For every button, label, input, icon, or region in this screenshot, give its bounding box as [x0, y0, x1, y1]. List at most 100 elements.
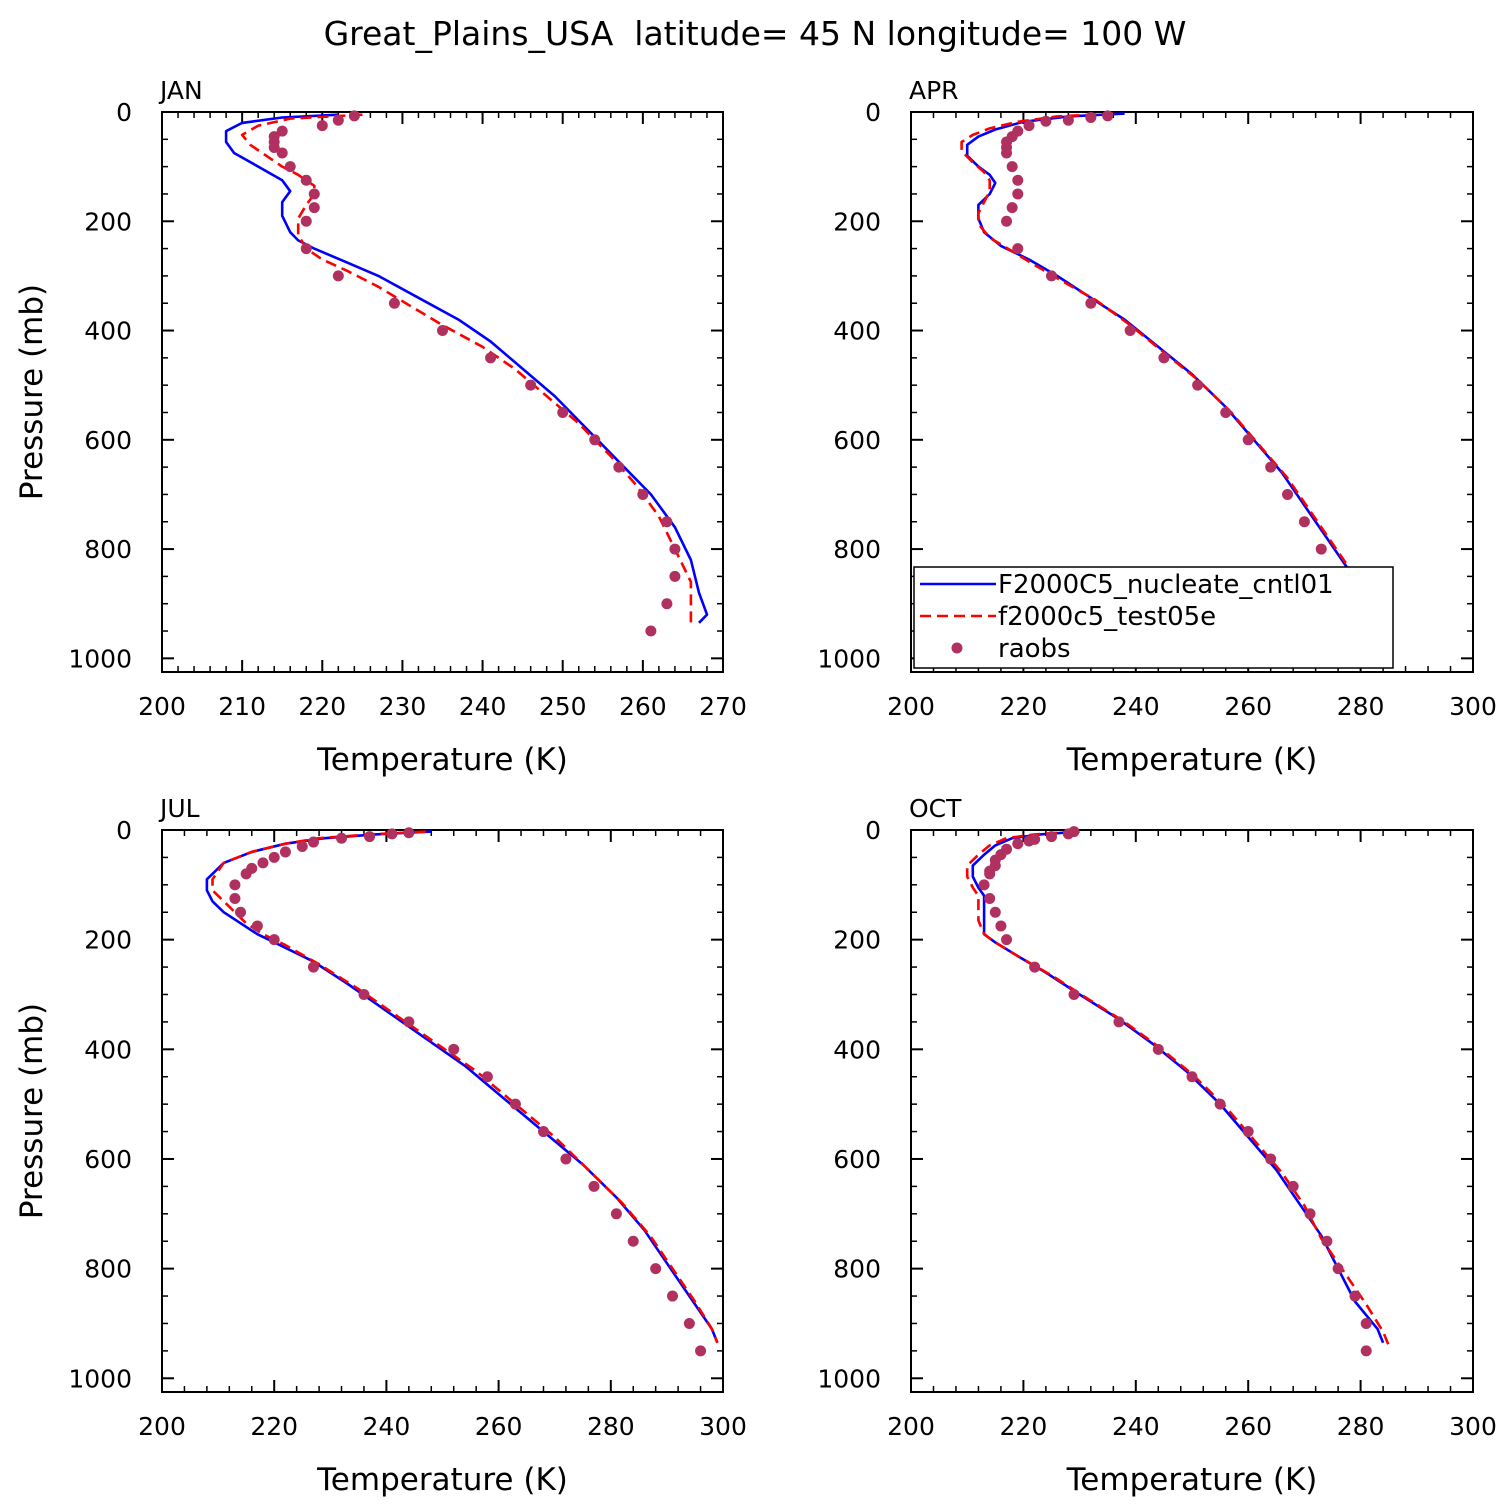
raobs-point	[276, 125, 288, 137]
raobs-point	[268, 934, 280, 946]
raobs-point	[229, 879, 241, 891]
y-tick-label: 200	[84, 207, 132, 236]
y-tick-label: 0	[865, 816, 881, 845]
series-f2000c5-test05e	[960, 112, 1385, 624]
raobs-point	[1360, 1317, 1372, 1329]
x-tick-label: 230	[379, 692, 427, 721]
x-tick-label: 250	[539, 692, 587, 721]
legend-marker-dot	[951, 642, 963, 654]
raobs-point	[669, 570, 681, 582]
raobs-point	[316, 120, 328, 132]
raobs-point	[661, 516, 673, 528]
raobs-point	[332, 114, 344, 126]
y-tick-label: 600	[833, 1145, 881, 1174]
series-f2000c5-test05e	[211, 830, 719, 1344]
y-axis-label: Pressure (mb)	[14, 1003, 50, 1219]
x-tick-label: 200	[887, 1412, 935, 1441]
raobs-point	[1040, 115, 1052, 127]
panel-label: JUL	[158, 794, 200, 823]
x-tick-label: 260	[1224, 1412, 1272, 1441]
series-raobs	[978, 826, 1372, 1357]
y-tick-label: 200	[84, 926, 132, 955]
x-axis-label: Temperature (K)	[1066, 1462, 1318, 1498]
raobs-point	[1062, 114, 1074, 126]
panel-label: OCT	[909, 794, 962, 823]
raobs-point	[1360, 1345, 1372, 1357]
raobs-point	[1265, 1153, 1277, 1165]
raobs-point	[557, 406, 569, 418]
x-tick-label: 200	[887, 692, 935, 721]
raobs-point	[336, 832, 348, 844]
raobs-point	[525, 379, 537, 391]
raobs-point	[588, 1180, 600, 1192]
y-tick-label: 600	[833, 426, 881, 455]
raobs-point	[437, 325, 448, 337]
raobs-point	[386, 828, 398, 840]
plot-frame	[910, 829, 1474, 1393]
y-tick-label: 800	[84, 1255, 132, 1284]
series-f2000c5-nucleate-cntl01	[205, 830, 719, 1344]
raobs-point	[240, 868, 252, 880]
legend-entry-label: F2000C5_nucleate_cntl01	[998, 570, 1334, 600]
raobs-point	[637, 488, 649, 500]
raobs-point	[268, 142, 280, 154]
raobs-point	[1029, 961, 1041, 973]
raobs-point	[1012, 838, 1024, 850]
raobs-point	[1006, 161, 1018, 173]
raobs-point	[650, 1263, 662, 1275]
raobs-point	[610, 1208, 622, 1220]
plot-frame	[161, 829, 724, 1393]
x-tick-label: 240	[1112, 692, 1160, 721]
raobs-point	[560, 1153, 572, 1165]
raobs-point	[1001, 215, 1013, 227]
raobs-point	[307, 836, 319, 848]
x-tick-label: 280	[1337, 692, 1385, 721]
raobs-point	[388, 297, 400, 309]
raobs-point	[358, 988, 370, 1000]
raobs-point	[332, 270, 344, 282]
chart-title: Great_Plains_USA latitude= 45 N longitud…	[324, 14, 1187, 53]
raobs-point	[1006, 202, 1018, 214]
raobs-point	[1124, 325, 1136, 337]
raobs-point	[1023, 120, 1035, 132]
x-tick-label: 240	[1112, 1412, 1160, 1441]
raobs-point	[613, 461, 625, 473]
y-tick-label: 800	[833, 535, 881, 564]
raobs-point	[984, 868, 996, 880]
series-f2000c5-nucleate-cntl01	[224, 113, 709, 624]
raobs-point	[235, 906, 247, 918]
y-tick-label: 800	[84, 535, 132, 564]
x-tick-label: 280	[1337, 1412, 1385, 1441]
raobs-point	[537, 1126, 549, 1138]
x-tick-label: 210	[218, 692, 266, 721]
raobs-point	[300, 174, 312, 186]
series-raobs	[268, 110, 681, 637]
series-f2000c5-test05e	[240, 113, 693, 623]
x-axis-label: Temperature (K)	[1066, 742, 1318, 778]
x-tick-label: 300	[699, 1412, 747, 1441]
panel-apr: APR 200 220 240 260 280 300 0 200 400 600 800 1000 Te…	[817, 76, 1496, 778]
x-tick-label: 300	[1449, 692, 1497, 721]
raobs-point	[1046, 270, 1057, 282]
raobs-point	[308, 188, 320, 200]
series-f2000c5-nucleate-cntl01	[971, 830, 1385, 1344]
plot-frame	[161, 111, 724, 673]
panel-oct: OCT 200 220 240 260 280 300 0 200 400 600 800 1000 Te…	[817, 794, 1496, 1498]
raobs-point	[308, 202, 320, 214]
raobs-point	[307, 961, 319, 973]
x-tick-label: 260	[619, 692, 667, 721]
panels-group: JAN 200 210 220 230 240 250 260 270 0 200 400 600 800…	[14, 76, 1497, 1498]
y-tick-label: 1000	[68, 644, 132, 673]
raobs-point	[1242, 1126, 1254, 1138]
y-tick-label: 400	[84, 1035, 132, 1064]
series-raobs	[229, 827, 707, 1357]
panel-jan: JAN 200 210 220 230 240 250 260 270 0 200 400 600 800…	[14, 76, 747, 778]
raobs-point	[667, 1290, 679, 1302]
series-raobs	[1001, 110, 1361, 637]
raobs-point	[1242, 434, 1254, 446]
raobs-point	[300, 215, 312, 227]
x-axis-label: Temperature (K)	[316, 1462, 568, 1498]
raobs-point	[1332, 1263, 1344, 1275]
raobs-point	[279, 846, 291, 858]
